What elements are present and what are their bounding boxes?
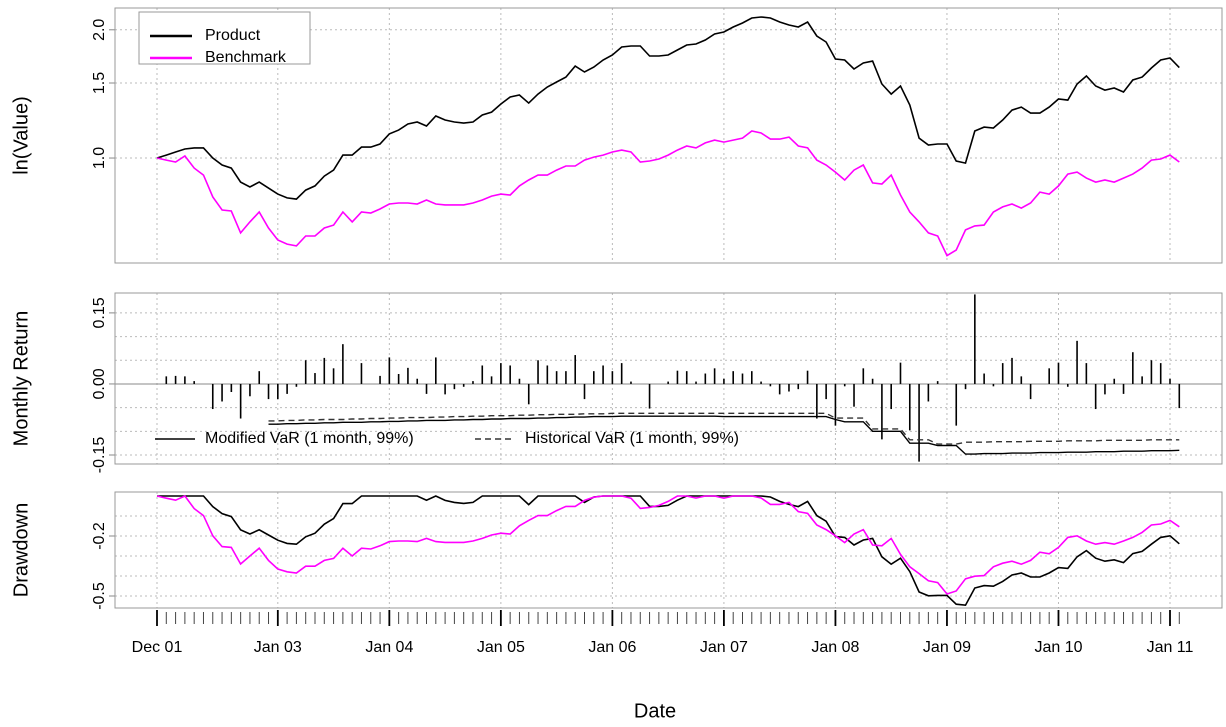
panel-frame [114, 292, 1223, 465]
legend-box [138, 11, 311, 65]
x-tick-label: Jan 10 [1034, 639, 1082, 656]
y-tick-label: 0.15 [91, 297, 108, 328]
x-tick-label: Jan 04 [365, 639, 413, 656]
y-tick-label: -0.5 [91, 582, 108, 610]
x-tick-label: Jan 11 [1147, 639, 1194, 656]
x-tick-label: Jan 09 [923, 639, 971, 656]
series-line [156, 495, 1180, 595]
y-tick-label: -0.2 [91, 522, 108, 550]
y-tick-label: 1.5 [91, 72, 108, 94]
legend-label: Modified VaR (1 month, 99%) [205, 430, 414, 447]
x-tick-label: Jan 08 [811, 639, 859, 656]
x-tick-label: Jan 03 [254, 639, 302, 656]
x-axis-label: Date [634, 700, 676, 722]
legend-label: Product [205, 27, 261, 44]
x-tick-label: Jan 05 [477, 639, 525, 656]
series-line [157, 495, 1180, 607]
x-tick-label: Jan 06 [588, 639, 636, 656]
y-tick-label: -0.15 [91, 437, 108, 474]
legend-label: Historical VaR (1 month, 99%) [525, 430, 739, 447]
y-axis-label: ln(Value) [10, 96, 32, 175]
y-tick-label: 0.00 [91, 368, 108, 399]
panel-frame [114, 491, 1223, 609]
series-line [268, 415, 1180, 455]
series-line [268, 412, 1180, 445]
y-axis-label: Monthly Return [10, 311, 32, 447]
y-tick-label: 1.0 [91, 147, 108, 169]
series-line [156, 130, 1180, 257]
y-tick-label: 2.0 [91, 19, 108, 41]
y-axis-label: Drawdown [10, 503, 32, 597]
x-tick-label: Dec 01 [132, 639, 183, 656]
series-line [156, 16, 1180, 200]
x-tick-label: Jan 07 [700, 639, 748, 656]
panel-frame [114, 7, 1223, 264]
legend-label: Benchmark [205, 49, 287, 66]
